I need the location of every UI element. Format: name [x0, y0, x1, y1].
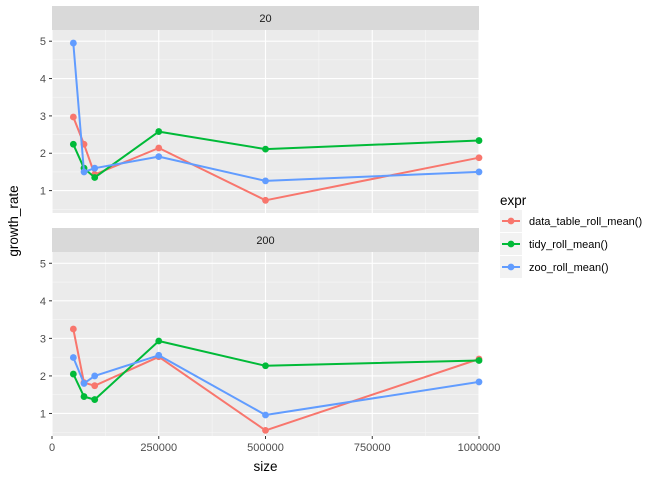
data-point	[475, 357, 483, 364]
data-point	[69, 354, 77, 361]
data-point	[475, 154, 483, 162]
data-point	[69, 39, 77, 47]
data-point	[155, 144, 163, 152]
data-point	[475, 137, 483, 144]
legend-label: tidy_roll_mean()	[529, 239, 608, 251]
data-point	[80, 380, 88, 387]
y-tick-label: 4	[40, 296, 46, 308]
data-point	[80, 168, 88, 176]
series-line	[72, 43, 480, 182]
legend-key-point	[507, 217, 515, 225]
x-tick-label: 0	[49, 442, 55, 454]
data-point	[91, 174, 99, 181]
series-line	[72, 340, 480, 401]
legend-label: data_table_roll_mean()	[529, 216, 642, 228]
data-point	[69, 113, 77, 121]
data-point	[69, 140, 77, 148]
legend-entries: data_table_roll_mean() tidy_roll_mean()zo…	[500, 210, 642, 278]
data-point	[262, 362, 269, 370]
y-tick-label: 1	[40, 408, 46, 420]
data-point	[262, 145, 269, 153]
y-tick-label: 5	[40, 36, 46, 48]
facet-strip	[52, 6, 479, 30]
legend-label: zoo_roll_mean()	[529, 262, 608, 274]
y-tick-label: 1	[40, 186, 46, 198]
legend-entry: data_table_roll_mean()	[500, 210, 642, 232]
data-point	[69, 325, 77, 333]
data-point	[91, 372, 99, 380]
x-tick-label: 500000	[247, 442, 284, 454]
data-point	[155, 351, 163, 359]
data-point	[155, 337, 163, 345]
x-tick-label: 250000	[140, 442, 177, 454]
series-tidy-roll-mean	[69, 337, 483, 403]
data-point	[69, 370, 77, 378]
data-point	[91, 382, 99, 390]
panel-20: 20 1 2 3 4 5	[40, 6, 483, 213]
data-point	[91, 396, 99, 403]
y-axis-title: growth_rate	[6, 185, 21, 256]
y-tick-label: 2	[40, 148, 46, 160]
facet-strip	[52, 228, 479, 252]
y-tick-label: 3	[40, 333, 46, 345]
data-point	[262, 177, 269, 185]
series-zoo-roll-mean	[69, 351, 483, 419]
data-point	[155, 153, 163, 161]
series-zoo-roll-mean	[69, 39, 483, 185]
data-point	[262, 411, 269, 419]
data-point	[475, 378, 483, 386]
data-point	[262, 426, 269, 434]
data-point	[91, 164, 99, 172]
data-point	[80, 393, 88, 400]
legend-key-point	[507, 240, 515, 248]
y-tick-label: 5	[40, 258, 46, 270]
panel-200: 200 1 2 3 4 5	[40, 228, 483, 436]
x-axis: 0 250000 500000 750000 1000000	[49, 436, 500, 454]
y-tick-label: 3	[40, 111, 46, 123]
x-axis-title: size	[253, 459, 277, 474]
chart-panels: 20 1 2 3 4 5 200 1 2 3 4 5	[40, 6, 483, 436]
legend: expr data_table_roll_mean() tidy_roll_mea…	[500, 193, 642, 278]
legend-entry: tidy_roll_mean()	[500, 233, 608, 255]
facet-strip-label: 20	[259, 13, 271, 25]
data-point	[262, 196, 269, 204]
x-tick-label: 750000	[354, 442, 391, 454]
series-line	[72, 130, 480, 179]
x-tick-label: 1000000	[458, 442, 501, 454]
y-tick-label: 4	[40, 74, 46, 86]
series-line	[72, 354, 480, 416]
data-point	[475, 168, 483, 176]
data-point	[155, 128, 163, 135]
legend-key-point	[507, 263, 515, 271]
y-tick-label: 2	[40, 371, 46, 383]
legend-entry: zoo_roll_mean()	[500, 256, 608, 278]
legend-title: expr	[500, 193, 527, 208]
facet-strip-label: 200	[256, 235, 274, 247]
